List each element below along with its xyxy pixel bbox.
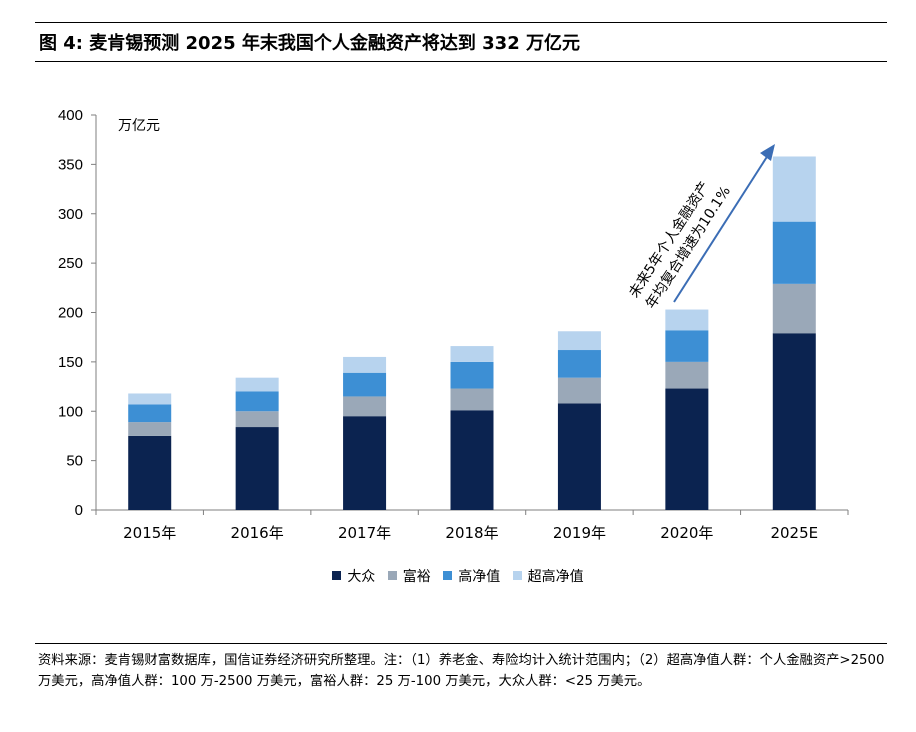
legend-label: 富裕 (402, 569, 431, 585)
figure-title: 图 4: 麦肯锡预测 2025 年末我国个人金融资产将达到 332 万亿元 (39, 33, 580, 54)
note-divider (35, 643, 887, 644)
legend-swatch (512, 571, 522, 580)
bar-segment (343, 416, 387, 510)
x-tick-label: 2017年 (338, 524, 391, 542)
legend-item-uhnw: 超高净值 (512, 566, 584, 586)
x-tick-label: 2016年 (231, 524, 284, 542)
y-tick-label: 250 (58, 255, 83, 272)
y-tick-label: 200 (58, 305, 83, 322)
growth-annotation: 未来5年个人金融资产 年均复合增速为10.1% (626, 144, 775, 312)
x-tick-label: 2019年 (553, 524, 606, 542)
bar-segment (235, 377, 279, 392)
y-tick-label: 100 (58, 403, 83, 420)
y-tick-label: 300 (58, 206, 83, 223)
x-axis-ticks: 2015年 2016年 2017年 2018年 2019年 2020年 2025E (123, 524, 818, 542)
source-note: 资料来源：麦肯锡财富数据库，国信证券经济研究所整理。注：（1）养老金、寿险均计入… (38, 653, 885, 689)
legend-label: 高净值 (458, 569, 501, 585)
bar-segment (128, 393, 172, 405)
bar-segment (772, 156, 816, 222)
bar-segment (343, 396, 387, 417)
legend-item-mass: 大众 (332, 566, 375, 586)
y-tick-label: 350 (58, 156, 83, 173)
bar-segment (557, 350, 601, 378)
x-tick-label: 2020年 (660, 524, 713, 542)
chart-legend: 大众 富裕 高净值 超高净值 (0, 566, 916, 586)
stacked-bar-chart: 0 50 100 150 200 250 300 350 400 2015年 2016年 2017年… (58, 107, 849, 542)
growth-arrow-head (760, 144, 775, 161)
y-axis-unit-label: 万亿元 (118, 118, 160, 134)
bar-segment (665, 388, 709, 510)
legend-swatch (443, 571, 453, 580)
y-tick-label: 50 (66, 453, 83, 470)
bar-segment (557, 377, 601, 404)
legend-swatch (332, 571, 342, 580)
bar-segment (772, 283, 816, 334)
y-tick-label: 150 (58, 354, 83, 371)
bar-segment (450, 346, 494, 362)
x-tick-label: 2015年 (123, 524, 176, 542)
legend-label: 大众 (347, 569, 376, 585)
bar-segment (665, 330, 709, 362)
bar-segment (235, 391, 279, 412)
bar-segment (128, 404, 172, 423)
bar-segment (772, 333, 816, 510)
y-tick-label: 0 (75, 502, 83, 519)
y-tick-label: 400 (58, 107, 83, 124)
bar-segment (128, 422, 172, 436)
bar-segment (557, 403, 601, 510)
bar-segment (557, 331, 601, 351)
bar-segment (235, 411, 279, 428)
bar-segment (343, 372, 387, 397)
bar-segment (772, 221, 816, 284)
bar-segment (450, 361, 494, 389)
legend-item-affluent: 富裕 (387, 566, 431, 586)
x-tick-label: 2025E (770, 524, 818, 542)
bar-segment (128, 435, 172, 510)
bar-segment (665, 361, 709, 389)
bar-segment (450, 388, 494, 411)
legend-label: 超高净值 (527, 569, 584, 585)
bar-segment (665, 309, 709, 331)
chart-bars (128, 156, 816, 510)
growth-arrow-line (673, 151, 771, 303)
bar-segment (450, 410, 494, 510)
figure-title-bar: 图 4: 麦肯锡预测 2025 年末我国个人金融资产将达到 332 万亿元 (35, 22, 887, 62)
legend-swatch (387, 571, 397, 580)
x-tick-label: 2018年 (445, 524, 498, 542)
bar-segment (235, 427, 279, 510)
legend-item-hnw: 高净值 (443, 566, 500, 586)
bar-segment (343, 356, 387, 373)
